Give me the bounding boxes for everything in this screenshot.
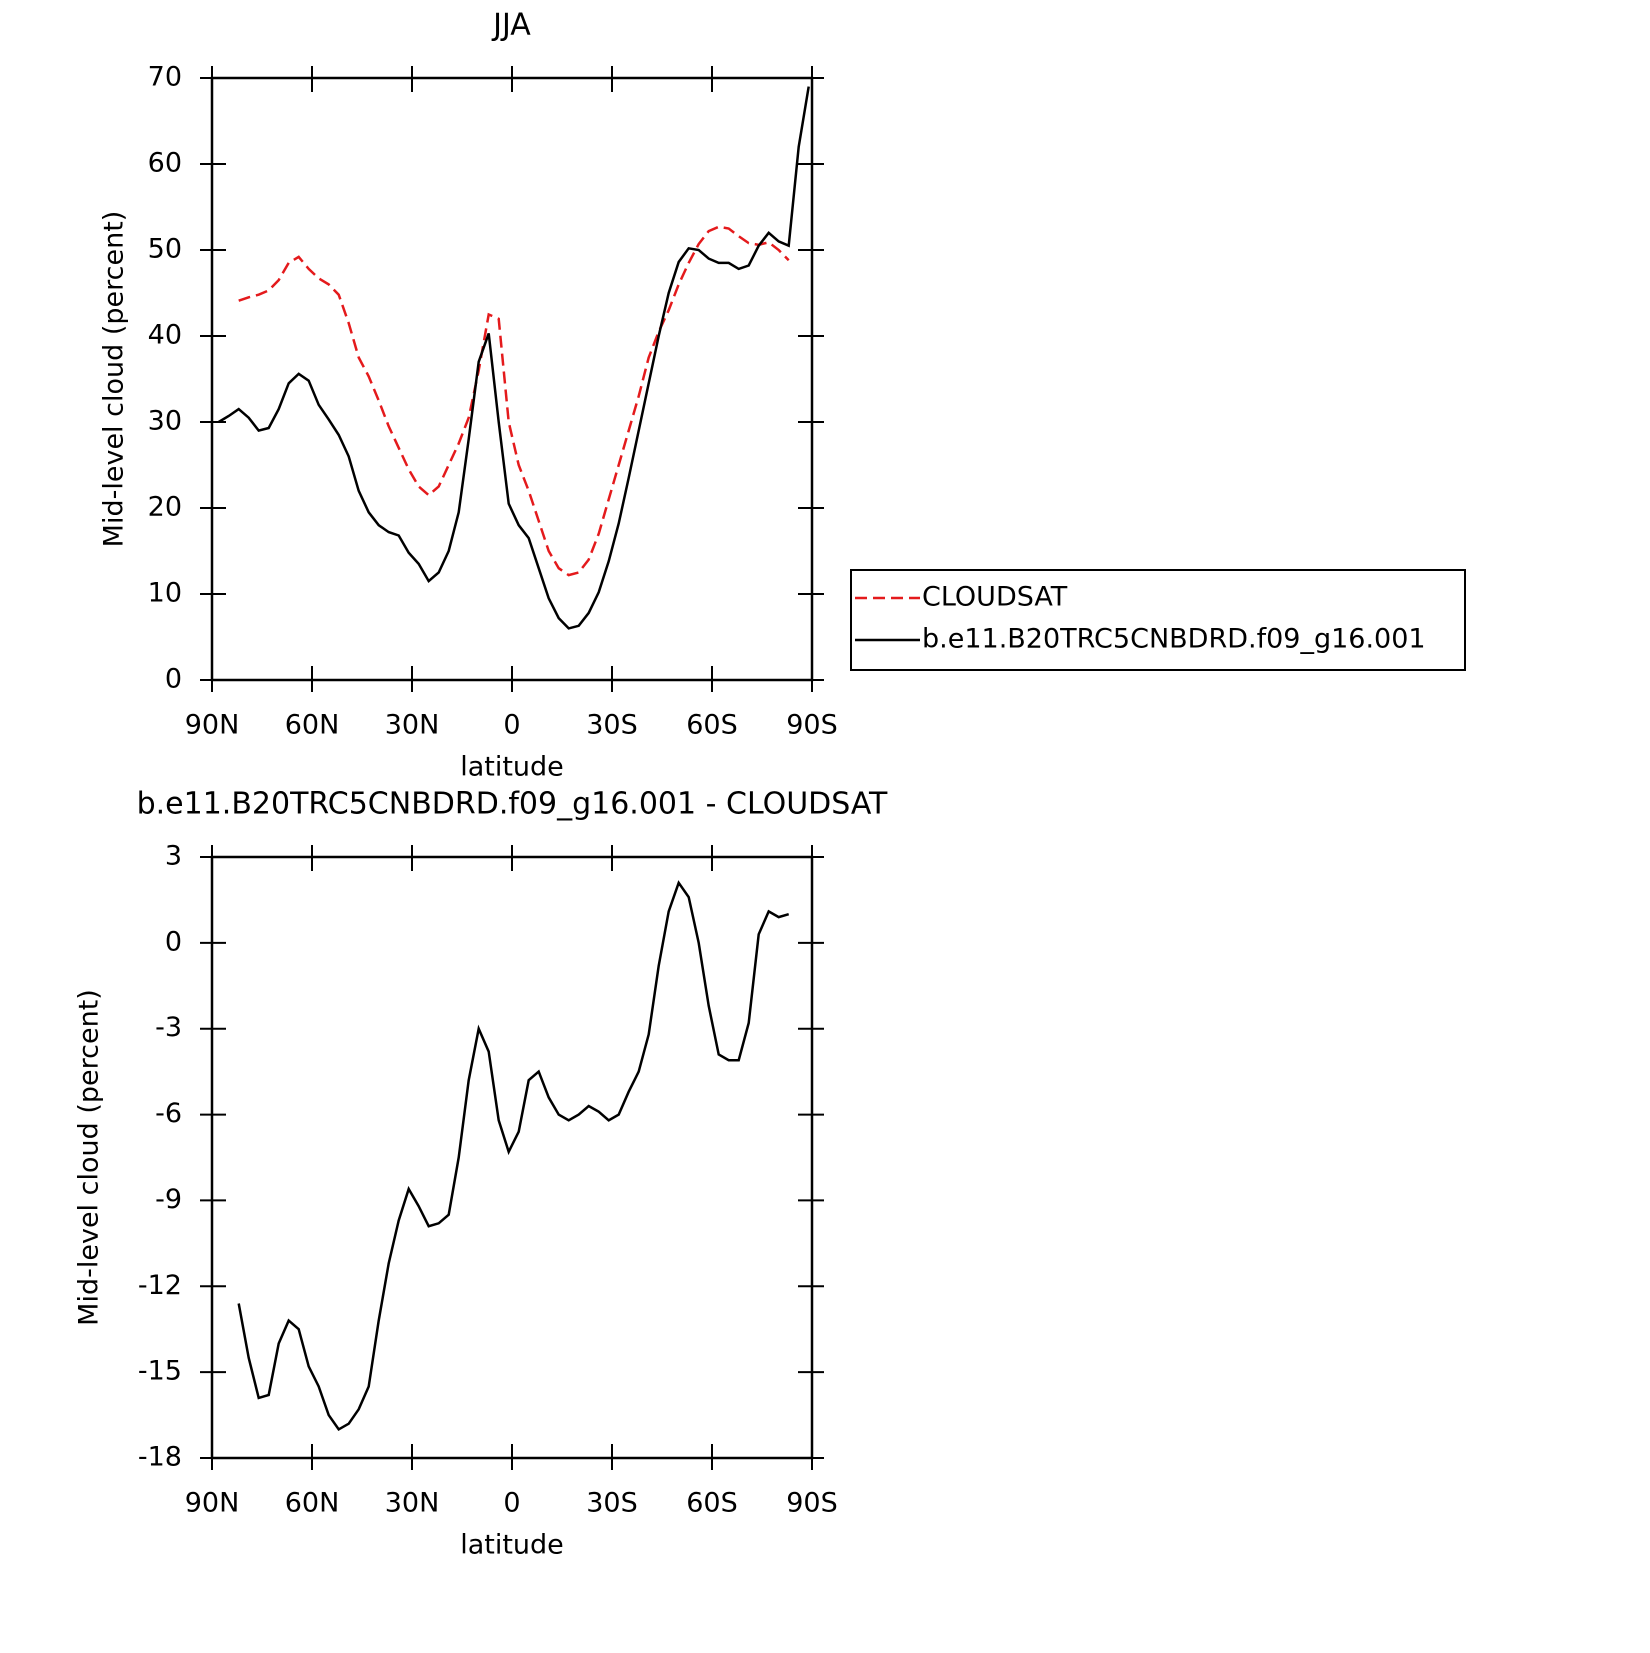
y-axis-label: Mid-level cloud (percent): [99, 211, 130, 548]
y-tick-label: 20: [148, 492, 182, 523]
data-line: [218, 86, 810, 630]
y-tick-label: 10: [148, 578, 182, 609]
x-tick-label: 60N: [285, 1488, 340, 1519]
y-tick-label: -15: [138, 1356, 182, 1387]
x-tick-label: 30N: [385, 1488, 440, 1519]
x-axis-label: latitude: [460, 752, 564, 783]
x-tick-label: 0: [503, 710, 520, 741]
x-tick-label: 60S: [686, 1488, 738, 1519]
legend-box: [850, 569, 1466, 671]
plot-frame: [210, 76, 814, 682]
y-tick-label: -18: [138, 1442, 182, 1473]
plot-frame: [210, 855, 814, 1460]
x-axis-label: latitude: [460, 1530, 564, 1561]
x-tick-label: 60S: [686, 710, 738, 741]
y-tick-label: 50: [148, 234, 182, 265]
y-tick-label: 60: [148, 148, 182, 179]
x-tick-label: 60N: [285, 710, 340, 741]
y-tick-label: 30: [148, 406, 182, 437]
y-axis-label: Mid-level cloud (percent): [74, 989, 105, 1326]
x-tick-label: 90S: [786, 1488, 838, 1519]
y-tick-label: 0: [165, 926, 182, 957]
x-tick-label: 90N: [185, 710, 240, 741]
y-tick-label: 3: [165, 841, 182, 872]
y-tick-label: 70: [148, 62, 182, 93]
y-tick-label: -6: [155, 1098, 182, 1129]
chart-title: b.e11.B20TRC5CNBDRD.f09_g16.001 - CLOUDS…: [137, 787, 888, 822]
data-line: [238, 225, 790, 577]
x-tick-label: 90N: [185, 1488, 240, 1519]
x-tick-label: 30N: [385, 710, 440, 741]
legend-label: b.e11.B20TRC5CNBDRD.f09_g16.001: [922, 624, 1426, 655]
chart-title: JJA: [491, 8, 531, 43]
data-line: [237, 880, 790, 1432]
y-tick-label: -9: [155, 1184, 182, 1215]
y-tick-label: 0: [165, 664, 182, 695]
y-tick-label: 40: [148, 320, 182, 351]
x-tick-label: 0: [503, 1488, 520, 1519]
x-tick-label: 30S: [586, 1488, 638, 1519]
x-tick-label: 90S: [786, 710, 838, 741]
x-tick-label: 30S: [586, 710, 638, 741]
y-tick-label: -12: [138, 1270, 182, 1301]
legend-label: CLOUDSAT: [922, 582, 1068, 613]
y-tick-label: -3: [155, 1012, 182, 1043]
